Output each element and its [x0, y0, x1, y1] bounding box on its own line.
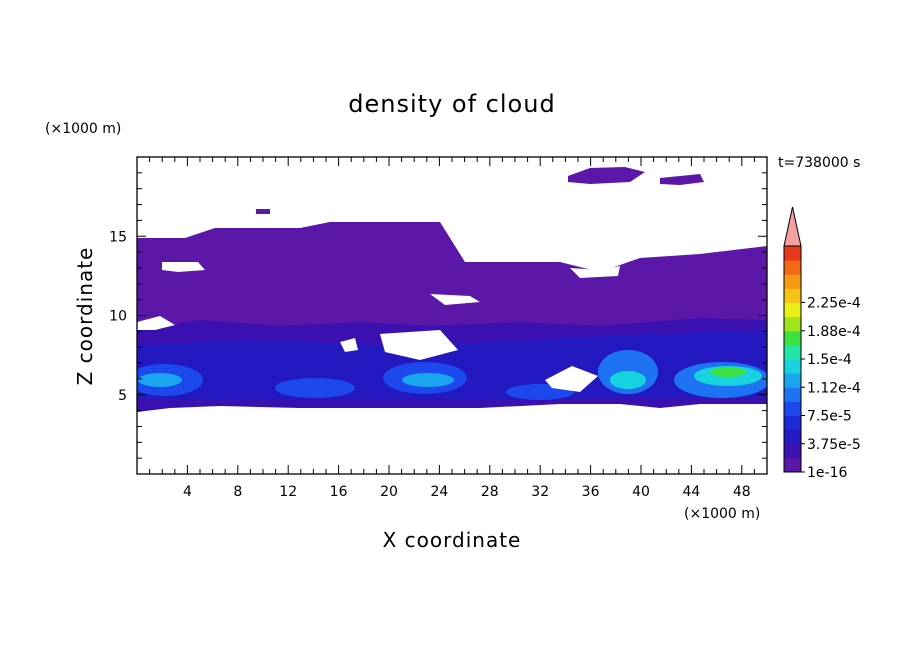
y-tick-label: 15 [109, 229, 127, 245]
x-tick-label: 40 [632, 484, 650, 500]
y-tick-label: 5 [118, 388, 127, 404]
colorbar-swatch [784, 260, 801, 275]
cloud-wisp-top-3 [256, 209, 270, 214]
colorbar-swatch [784, 302, 801, 318]
colorbar-swatch [784, 443, 801, 459]
chart-title: density of cloud [348, 90, 555, 118]
y-unit-label: (×1000 m) [45, 121, 121, 137]
cloud-gap-1 [162, 262, 205, 272]
cloud-layer-upper [137, 222, 767, 330]
colorbar-swatch [784, 401, 801, 416]
colorbar-swatch [784, 316, 801, 332]
x-ticks: 4 8 12 16 20 24 28 32 36 40 44 48 [149, 157, 755, 500]
x-tick-label: 32 [531, 484, 549, 500]
cloud-cell-2 [275, 378, 355, 398]
cloud-gap-3 [430, 294, 480, 305]
colorbar-overflow-arrow [783, 206, 802, 247]
x-unit-label: (×1000 m) [684, 506, 760, 522]
colorbar-swatch [784, 373, 801, 388]
x-tick-label: 12 [279, 484, 297, 500]
x-axis-label: X coordinate [383, 528, 522, 552]
cloud-gap-4 [137, 316, 175, 330]
colorbar-swatch [784, 330, 801, 346]
x-tick-label: 4 [183, 484, 192, 500]
colorbar-label: 3.75e-5 [807, 437, 861, 453]
x-tick-label: 8 [233, 484, 242, 500]
cloud-cell-6-core [710, 367, 746, 377]
colorbar-swatch [784, 274, 801, 289]
x-tick-label: 16 [330, 484, 348, 500]
colorbar-swatch [784, 457, 801, 473]
colorbar-label: 1.12e-4 [807, 380, 861, 396]
colorbar-label: 1.88e-4 [807, 324, 861, 340]
colorbar-label: 1e-16 [807, 465, 847, 481]
colorbar-label: 7.5e-5 [807, 409, 852, 425]
colorbar-label: 2.25e-4 [807, 296, 861, 312]
colorbar-swatch [784, 359, 801, 374]
x-tick-label: 36 [582, 484, 600, 500]
x-tick-label: 44 [682, 484, 700, 500]
cloud-cell-1-core [138, 373, 182, 387]
cloud-gap-5 [380, 330, 458, 360]
cloud-gap-7 [340, 338, 358, 352]
time-label: t=738000 s [778, 155, 860, 171]
y-ticks: 5 10 15 [109, 172, 767, 459]
colorbar-swatch [784, 387, 801, 402]
y-tick-label: 10 [109, 309, 127, 325]
x-tick-label: 24 [430, 484, 448, 500]
cloud-cell-5-core [610, 371, 646, 389]
colorbar-swatch [784, 288, 801, 303]
x-tick-label: 28 [481, 484, 499, 500]
cloud-gap-2 [570, 266, 620, 278]
cloud-cell-3-core [402, 373, 454, 387]
x-tick-label: 20 [380, 484, 398, 500]
colorbar: 1e-16 3.75e-5 7.5e-5 1.12e-4 1.5e-4 1.88e-4 2.… [783, 206, 861, 481]
colorbar-swatch [784, 344, 801, 360]
cloud-wisp-top-1 [568, 167, 645, 184]
cloud-gap-6 [545, 366, 598, 392]
cloud-wisp-top-2 [660, 174, 704, 185]
x-tick-label: 48 [733, 484, 751, 500]
heatmap-field [137, 167, 767, 412]
y-axis-label: Z coordinate [73, 247, 97, 386]
colorbar-swatch [784, 246, 801, 261]
colorbar-label: 1.5e-4 [807, 352, 852, 368]
colorbar-swatch [784, 415, 801, 431]
colorbar-swatch [784, 429, 801, 445]
